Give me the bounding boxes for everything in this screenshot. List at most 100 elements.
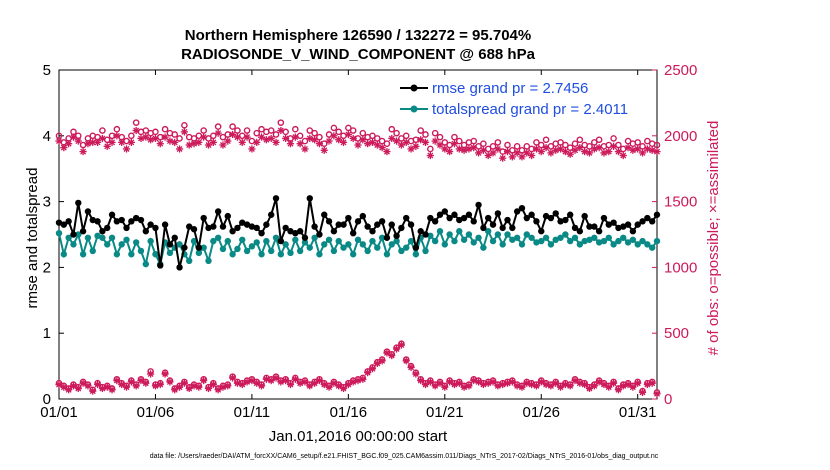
rmse-point [282, 224, 289, 232]
assimilated-point [296, 140, 304, 148]
assimilated_secondary-point [243, 378, 251, 386]
spread-point [272, 234, 280, 241]
assimilated_secondary-point [103, 383, 111, 391]
spread-point [586, 236, 593, 243]
assimilated-point [523, 149, 531, 157]
assimilated-point [55, 137, 63, 145]
assimilated-point [508, 153, 516, 161]
assimilated_secondary-point [446, 378, 454, 386]
spread-point [152, 251, 159, 258]
rmse-point [547, 214, 555, 222]
possible-point [494, 139, 502, 146]
assimilated-point [147, 136, 155, 144]
left-tick-label: 2 [43, 259, 51, 276]
spread-point [301, 239, 309, 246]
right-tick-label: 1500 [664, 194, 697, 211]
spread-point [94, 232, 101, 240]
assimilated-point [267, 134, 275, 143]
rmse-point [600, 214, 608, 222]
rmse-point [248, 223, 256, 230]
assimilated_secondary-point [402, 357, 410, 365]
assimilated-point [494, 145, 502, 153]
spread-point [359, 241, 367, 248]
spread-point [533, 239, 540, 246]
assimilated-point [195, 138, 203, 146]
rmse-point [147, 221, 154, 228]
spread-point [345, 241, 352, 248]
rmse-point [422, 231, 429, 238]
assimilated-point [648, 146, 656, 154]
assimilated_secondary-point [175, 383, 184, 391]
rmse-point [629, 228, 637, 235]
rmse-point [229, 228, 236, 235]
assimilated-point [113, 132, 121, 140]
spread-point [89, 247, 96, 255]
rmse-point [566, 211, 574, 218]
assimilated-point [151, 134, 160, 143]
possible-point [393, 129, 400, 137]
possible-point [480, 140, 487, 147]
possible-point [431, 129, 439, 137]
spread-point [321, 241, 328, 248]
rmse-point [210, 223, 217, 230]
assimilated-point [561, 147, 569, 156]
chart-title-line1: Northern Hemisphere 126590 / 132272 = 95… [185, 27, 531, 44]
assimilated_secondary-point [137, 376, 145, 385]
spread-point [393, 237, 400, 245]
spread-point [364, 247, 371, 255]
possible-point [113, 125, 121, 133]
spread-point [475, 234, 482, 241]
assimilated-point [93, 138, 102, 146]
assimilated-point [470, 144, 478, 152]
assimilated_secondary-point [74, 384, 82, 393]
spread-point [398, 247, 405, 255]
rmse-point [451, 211, 458, 218]
assimilated_secondary-point [513, 382, 521, 390]
spread-point [494, 231, 502, 238]
assimilated-point [431, 137, 439, 145]
rmse-point [108, 211, 116, 218]
assimilated-point [552, 146, 560, 154]
rmse-point [542, 212, 550, 220]
spread-point [330, 247, 338, 255]
assimilated-point [65, 140, 73, 148]
assimilated_secondary-point [349, 378, 357, 386]
assimilated-point [595, 144, 603, 152]
x-tick-label: 01/31 [619, 404, 657, 421]
assimilated_secondary-point [108, 386, 116, 394]
rmse-point [624, 221, 632, 228]
assimilated_secondary-point [619, 382, 627, 390]
assimilated_secondary-point [65, 386, 73, 394]
rmse-point [470, 218, 477, 225]
assimilated-point [378, 144, 386, 152]
assimilated-point [257, 133, 266, 141]
assimilated-point [204, 141, 213, 149]
assimilated-point [282, 134, 290, 143]
chart-title-line2: RADIOSONDE_V_WIND_COMPONENT @ 688 hPa [181, 46, 536, 63]
obs-count-series [55, 119, 661, 398]
rmse-point [296, 228, 304, 235]
assimilated_secondary-point [344, 380, 352, 389]
spread-point [258, 251, 265, 258]
possible-point [576, 136, 584, 144]
possible-point [451, 133, 458, 141]
assimilated_secondary-point [306, 382, 314, 390]
assimilated-point [383, 147, 391, 156]
spread-point [407, 237, 415, 245]
rmse-point [195, 244, 203, 251]
rmse-point [311, 223, 318, 230]
spread-point [176, 241, 183, 248]
rmse-point [648, 218, 656, 225]
rmse-point [99, 228, 106, 235]
assimilated-point [426, 151, 434, 160]
assimilated_secondary-point [93, 380, 102, 389]
assimilated_secondary-point [282, 376, 290, 385]
rmse-point [378, 218, 386, 225]
rmse-point [431, 218, 439, 225]
assimilated_secondary-point [79, 379, 87, 387]
rmse-point [190, 226, 198, 233]
assimilated_secondary-point [648, 379, 656, 387]
spread-point [403, 244, 410, 251]
possible-point [214, 123, 222, 130]
possible-point [171, 131, 179, 138]
